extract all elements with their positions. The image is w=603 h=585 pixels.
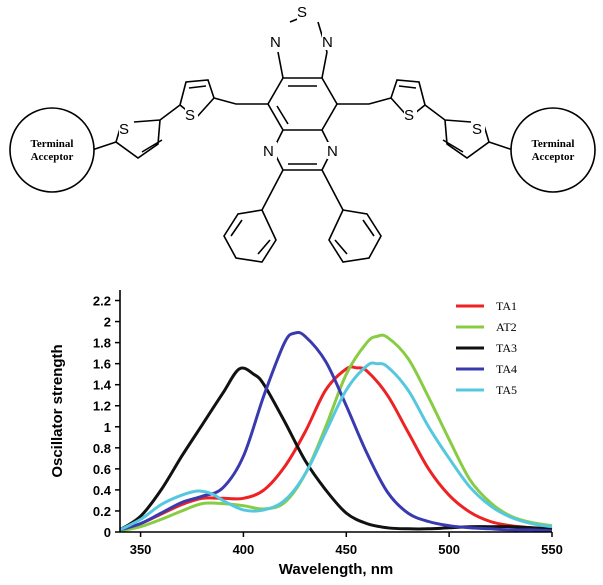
inner-left-thiophene <box>179 79 268 119</box>
terminal-acceptor-left-line1: Terminal <box>31 138 74 150</box>
y-tick-label: 1.6 <box>93 357 111 372</box>
x-tick-label: 400 <box>233 542 255 557</box>
atom-labels: S N N S S S S N N <box>119 3 485 160</box>
y-tick-label: 1.2 <box>93 399 111 414</box>
legend: TA1 AT2 TA3 TA4 TA5 <box>456 299 517 397</box>
outer-right-thiophene <box>424 104 514 159</box>
y-tick-label: 1 <box>104 420 111 435</box>
right-phenyl-ring <box>328 209 382 263</box>
y-tick-label: 0.8 <box>93 441 111 456</box>
atom-s-outer-right-thiophene: S <box>472 121 482 138</box>
x-tick-label: 500 <box>438 542 460 557</box>
series-line-at2 <box>119 333 553 533</box>
y-tick-label: 0 <box>104 525 111 540</box>
y-tick-label: 1.8 <box>93 336 111 351</box>
atom-s-inner-right-thiophene: S <box>404 107 414 124</box>
terminal-acceptor-right-line2: Acceptor <box>532 151 575 163</box>
legend-label-ta4: TA4 <box>496 362 517 376</box>
atom-n-pyrazine-left: N <box>263 143 274 160</box>
series-line-ta1 <box>119 365 553 532</box>
terminal-acceptor-left-line2: Acceptor <box>31 151 74 163</box>
y-tick-group: 0 0.2 0.4 0.6 0.8 1 1.2 1.4 1.6 1.8 2 2.2 <box>93 294 120 540</box>
atom-n-pyrazine-right: N <box>327 143 338 160</box>
x-tick-group: 350 400 450 500 550 <box>130 532 563 557</box>
y-axis-title: Oscillator strength <box>49 344 66 477</box>
y-tick-label: 0.2 <box>93 504 111 519</box>
pyrazine-ring <box>272 129 333 171</box>
y-tick-label: 0.6 <box>93 462 111 477</box>
terminal-acceptor-right: Terminal Acceptor <box>510 107 596 193</box>
x-tick-label: 450 <box>335 542 357 557</box>
x-axis-title: Wavelength, nm <box>279 561 393 578</box>
central-benzene-ring <box>267 77 338 131</box>
chart: 350 400 450 500 550 0 0.2 0.4 0.6 0.8 1 1.2 1.4 1.6 1… <box>49 290 563 578</box>
y-tick-label: 2.2 <box>93 294 111 309</box>
legend-label-ta5: TA5 <box>496 383 517 397</box>
series-line-ta4 <box>119 330 553 533</box>
atom-n-thiadiazole-right: N <box>322 34 333 51</box>
series-line-ta3 <box>119 366 553 532</box>
outer-left-thiophene <box>91 104 181 159</box>
y-tick-label: 2 <box>104 315 111 330</box>
terminal-acceptor-left: Terminal Acceptor <box>9 107 95 193</box>
y-tick-label: 1.4 <box>93 378 112 393</box>
atom-s-outer-left-thiophene: S <box>119 121 129 138</box>
inner-right-thiophene <box>337 79 426 119</box>
legend-label-ta1: TA1 <box>496 299 517 313</box>
series-layer <box>119 330 553 533</box>
molecular-structure: S N N S S S S N N Terminal Acceptor Te <box>9 3 596 263</box>
terminal-acceptor-right-line1: Terminal <box>532 138 575 150</box>
series-line-ta5 <box>119 361 553 532</box>
x-tick-label: 350 <box>130 542 152 557</box>
legend-label-at2: AT2 <box>496 320 517 334</box>
thiadiazole-ring <box>277 15 328 79</box>
legend-label-ta3: TA3 <box>496 341 517 355</box>
y-tick-label: 0.4 <box>93 483 112 498</box>
phenyl-bonds <box>261 169 344 211</box>
left-phenyl-ring <box>223 209 277 263</box>
atom-s-thiadiazole: S <box>297 4 307 21</box>
atom-s-inner-left-thiophene: S <box>185 107 195 124</box>
atom-n-thiadiazole-left: N <box>270 34 281 51</box>
x-tick-label: 550 <box>541 542 563 557</box>
